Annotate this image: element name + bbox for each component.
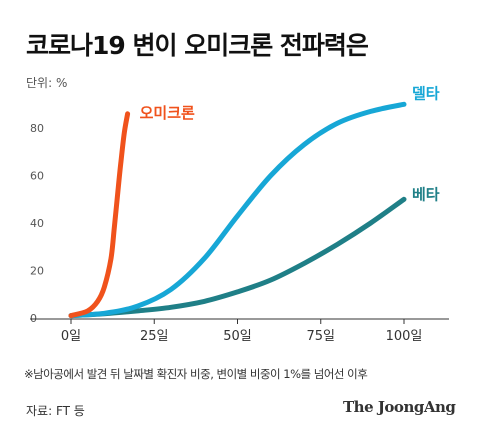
series-line-beta: [68, 196, 407, 319]
chart-title: 코로나19 변이 오미크론 전파력은: [26, 31, 369, 60]
brand-logo: The JoongAng: [343, 398, 456, 416]
series-line-delta: [68, 101, 407, 319]
y-tick-label: 60: [30, 170, 44, 183]
unit-label: 단위: %: [26, 76, 68, 90]
series-line-omicron: [68, 111, 131, 319]
series-label-beta: 베타: [412, 185, 440, 203]
source-note: 자료: FT 등: [26, 404, 85, 418]
x-tick-label: 50일: [223, 329, 252, 344]
y-tick-label: 40: [30, 217, 44, 230]
y-tick-label: 20: [30, 265, 44, 278]
x-tick-label: 0일: [61, 329, 81, 344]
x-tick-label: 100일: [386, 329, 423, 344]
y-tick-label: 80: [30, 122, 44, 135]
series-label-omicron: 오미크론: [140, 104, 195, 122]
x-tick-label: 75일: [306, 329, 335, 344]
footnote: ※남아공에서 발견 뒤 날짜별 확진자 비중, 변이별 비중이 1%를 넘어선 …: [24, 367, 368, 381]
x-tick-label: 25일: [140, 329, 169, 344]
series-label-delta: 델타: [412, 84, 440, 102]
